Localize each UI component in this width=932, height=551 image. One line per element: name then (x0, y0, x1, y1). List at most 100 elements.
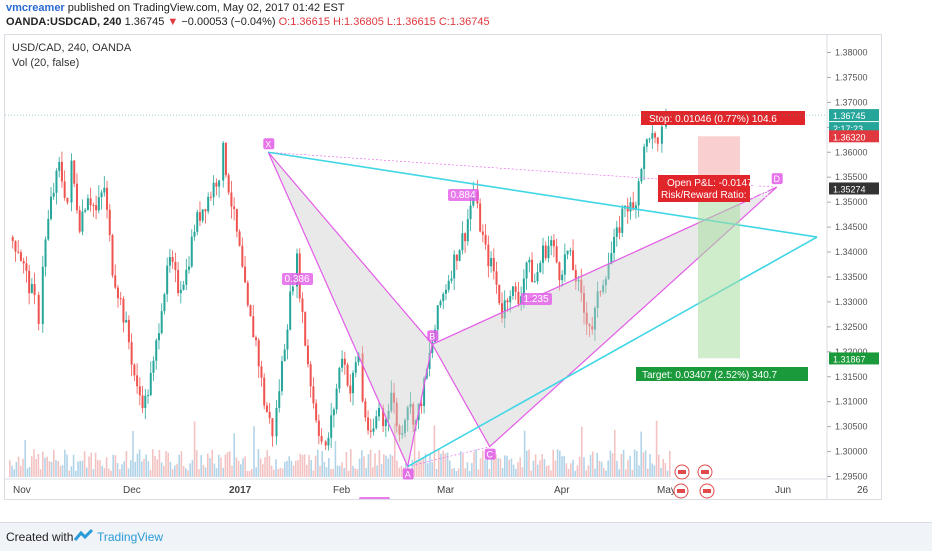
volume-bar (46, 456, 48, 477)
volume-bar (510, 458, 513, 477)
ratio-badge (282, 273, 313, 285)
candle-body (78, 210, 81, 232)
candle-body (244, 266, 247, 283)
chart-area[interactable]: 1.380001.375001.370001.365001.360001.355… (4, 34, 882, 500)
volume-bar (528, 449, 530, 477)
volume-bar (281, 468, 284, 477)
volume-bar (345, 451, 348, 477)
candle-body (280, 361, 283, 392)
volume-bar (308, 455, 310, 477)
ratio-label: 0.884 (450, 190, 475, 201)
candle-body (81, 211, 84, 232)
volume-bar (189, 463, 191, 477)
volume-bar (97, 460, 99, 477)
candle-body (271, 418, 274, 437)
candle-body (312, 386, 315, 404)
ratio-badge (448, 189, 479, 201)
volume-bar (609, 450, 612, 477)
candle-body (233, 206, 236, 210)
tradingview-logo-icon (74, 528, 94, 541)
tradingview-brand[interactable]: TradingView (97, 530, 164, 544)
y-tick-label: 1.38000 (835, 47, 868, 57)
volume-bar (477, 469, 480, 477)
candle-body (629, 202, 632, 212)
volume-bar (213, 463, 216, 477)
volume-bar (532, 460, 535, 477)
volume-bar (20, 465, 22, 477)
candle-body (63, 181, 66, 198)
volume-bar (244, 456, 246, 477)
candle-body (50, 196, 52, 219)
candle-body (257, 340, 260, 367)
candle-body (89, 198, 92, 206)
y-tick-label: 1.31500 (835, 372, 868, 382)
candle-body (241, 245, 244, 267)
volume-bar (187, 470, 189, 477)
candle-body (238, 231, 241, 246)
candle-body (218, 180, 221, 187)
volume-bar (262, 464, 264, 477)
candle-body (130, 342, 133, 365)
volume-bar (138, 449, 141, 477)
candle-body (70, 160, 73, 203)
volume-bar (561, 456, 563, 477)
candle-body (444, 289, 447, 294)
volume-bar (57, 461, 59, 477)
volume-bar (629, 455, 631, 477)
candle-body (390, 392, 393, 411)
price-axis-marker (829, 109, 879, 122)
candle-body (550, 240, 553, 246)
candle-body (626, 205, 629, 212)
candle-body (464, 233, 467, 242)
candle-body (484, 234, 487, 245)
risk-reward-text: Risk/Reward Ratio: 3.26 (661, 190, 769, 201)
candle-body (168, 257, 171, 266)
volume-bar (266, 450, 268, 477)
volume-bar (380, 464, 383, 477)
volume-bar (229, 451, 231, 477)
volume-bar (616, 460, 618, 477)
candle-body (544, 245, 547, 259)
price-series (11, 108, 667, 451)
candle-body (44, 239, 47, 267)
volume-bar (451, 468, 453, 477)
volume-bar (127, 468, 130, 477)
volume-bar (347, 470, 350, 477)
volume-bar (237, 460, 240, 477)
candle-body (155, 340, 158, 361)
volume-bar (174, 465, 176, 477)
candle-body (375, 416, 378, 429)
volume-bar (583, 457, 585, 477)
candle-body (66, 197, 69, 203)
volume-bar (365, 468, 367, 477)
candle-body (268, 411, 271, 419)
candle-body (283, 349, 286, 362)
volume-indicator-label[interactable]: Vol (20, false) (12, 57, 80, 69)
volume-bar (427, 463, 429, 477)
candle-body (289, 291, 292, 330)
volume-bar (501, 467, 504, 477)
candle-body (645, 139, 648, 147)
volume-bar (233, 433, 235, 477)
price-axis-marker-label: 2:17:23 (833, 124, 863, 134)
author-link[interactable]: vmcreamer (6, 2, 65, 14)
volume-bar (515, 468, 517, 477)
pattern-point-label: X (265, 139, 271, 149)
candle-body (230, 192, 233, 207)
y-tick-label: 1.36000 (835, 147, 868, 157)
volume-bar (330, 468, 332, 477)
x-tick-label: Nov (13, 485, 31, 496)
volume-bar (226, 451, 229, 477)
candle-body (469, 205, 472, 220)
down-arrow-icon: ▼ (167, 16, 179, 28)
candle-body (317, 420, 320, 436)
volume-bar (292, 465, 295, 477)
chart-canvas[interactable]: 1.380001.375001.370001.365001.360001.355… (5, 35, 881, 499)
volume-bar (22, 458, 24, 477)
candle-body (599, 291, 602, 293)
volume-bar (301, 454, 304, 477)
volume-bar (303, 454, 306, 477)
volume-bar (464, 468, 466, 477)
volume-bar (521, 467, 524, 477)
event-flag-mark (703, 489, 711, 493)
